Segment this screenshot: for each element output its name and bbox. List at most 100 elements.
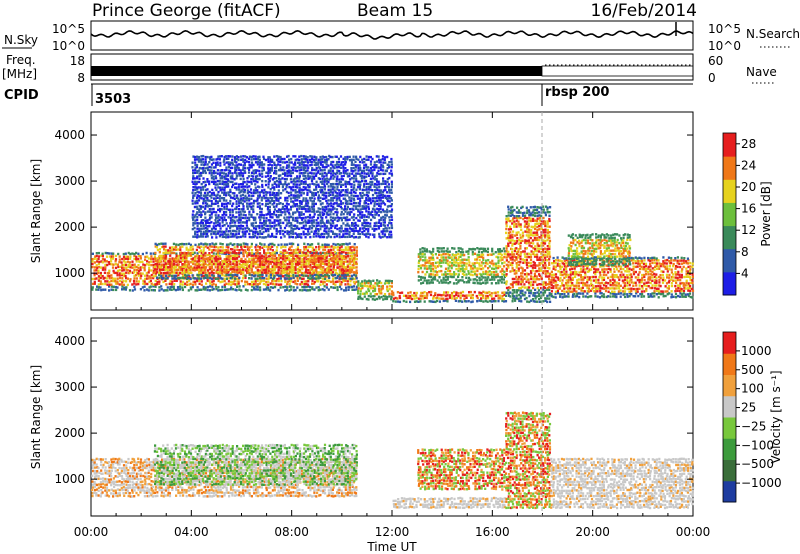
heatmap-cell <box>546 250 549 253</box>
heatmap-cell <box>276 277 279 281</box>
heatmap-cell <box>603 260 606 264</box>
heatmap-cell <box>382 294 385 298</box>
heatmap-cell <box>672 264 675 268</box>
heatmap-cell <box>538 214 541 217</box>
heatmap-cell <box>613 287 616 290</box>
heatmap-cell <box>428 291 431 294</box>
heatmap-cell <box>578 295 581 299</box>
heatmap-cell <box>495 255 498 259</box>
heatmap-cell <box>307 262 310 266</box>
heatmap-cell <box>110 255 113 258</box>
heatmap-cell <box>527 261 530 265</box>
heatmap-cell <box>206 197 209 200</box>
heatmap-cell <box>680 259 683 262</box>
heatmap-cell <box>487 259 490 262</box>
heatmap-cell <box>344 246 347 249</box>
heatmap-cell <box>114 282 118 285</box>
heatmap-cell <box>584 252 587 255</box>
heatmap-cell <box>544 281 547 284</box>
heatmap-cell <box>419 258 422 261</box>
heatmap-cell <box>576 247 579 250</box>
heatmap-cell <box>125 276 128 280</box>
heatmap-cell <box>685 261 688 265</box>
heatmap-cell <box>523 250 526 253</box>
heatmap-cell <box>330 273 333 277</box>
heatmap-cell <box>388 285 391 288</box>
heatmap-cell <box>586 239 589 242</box>
heatmap-cell <box>426 294 429 297</box>
heatmap-cell <box>238 251 241 255</box>
heatmap-cell <box>169 265 172 268</box>
heatmap-cell <box>355 285 358 288</box>
heatmap-cell <box>624 249 627 252</box>
heatmap-cell <box>304 252 308 255</box>
heatmap-cell <box>659 292 662 296</box>
heatmap-cell <box>97 257 100 261</box>
heatmap-cell <box>571 259 574 263</box>
heatmap-cell <box>516 206 519 209</box>
heatmap-cell <box>670 296 673 299</box>
heatmap-cell <box>343 269 346 273</box>
heatmap-cell <box>198 194 201 198</box>
heatmap-cell <box>445 258 448 262</box>
heatmap-cell <box>158 242 161 246</box>
heatmap-cell <box>212 268 215 272</box>
heatmap-cell <box>334 269 337 272</box>
heatmap-cell <box>612 242 615 245</box>
heatmap-cell <box>526 272 529 275</box>
heatmap-cell <box>197 263 201 266</box>
heatmap-cell <box>624 276 627 279</box>
heatmap-cell <box>195 155 199 158</box>
heatmap-cell <box>202 249 205 252</box>
heatmap-cell <box>543 220 547 223</box>
heatmap-cell <box>440 256 443 259</box>
heatmap-cell <box>148 280 151 284</box>
heatmap-cell <box>256 251 259 254</box>
heatmap-cell <box>139 288 142 291</box>
heatmap-cell <box>323 288 326 292</box>
heatmap-cell <box>221 249 224 252</box>
heatmap-cell <box>273 265 276 268</box>
heatmap-cell <box>303 288 306 292</box>
heatmap-cell <box>330 248 333 252</box>
heatmap-cell <box>217 246 220 249</box>
heatmap-cell <box>505 273 508 276</box>
heatmap-cell <box>634 260 637 263</box>
heatmap-cell <box>542 281 545 284</box>
heatmap-cell <box>471 293 474 297</box>
heatmap-cell <box>565 270 568 273</box>
heatmap-cell <box>561 279 564 282</box>
heatmap-cell <box>586 233 589 237</box>
heatmap-cell <box>342 256 345 259</box>
heatmap-cell <box>296 283 299 286</box>
heatmap-cell <box>533 253 536 257</box>
heatmap-cell <box>328 268 331 271</box>
heatmap-cell <box>340 256 344 260</box>
heatmap-cell <box>154 242 157 246</box>
heatmap-cell <box>108 275 111 278</box>
heatmap-cell <box>664 279 667 282</box>
heatmap-cell <box>202 210 205 213</box>
heatmap-cell <box>197 260 201 263</box>
heatmap-cell <box>511 213 514 217</box>
heatmap-cell <box>271 280 274 283</box>
heatmap-cell <box>582 276 585 279</box>
heatmap-cell <box>655 293 658 296</box>
heatmap-cell <box>588 257 591 261</box>
heatmap-cell <box>459 270 462 273</box>
heatmap-cell <box>591 242 594 245</box>
heatmap-cell <box>592 265 595 268</box>
heatmap-cell <box>599 285 602 288</box>
heatmap-cell <box>329 265 332 268</box>
heatmap-cell <box>535 231 539 234</box>
heatmap-cell <box>107 261 110 264</box>
heatmap-cell <box>152 266 155 269</box>
heatmap-cell <box>532 275 535 279</box>
heatmap-cell <box>610 255 613 259</box>
heatmap-cell <box>304 245 307 249</box>
heatmap-cell <box>246 268 249 272</box>
heatmap-cell <box>679 279 682 282</box>
heatmap-cell <box>478 299 481 302</box>
heatmap-cell <box>533 236 536 240</box>
heatmap-cell <box>687 265 690 269</box>
